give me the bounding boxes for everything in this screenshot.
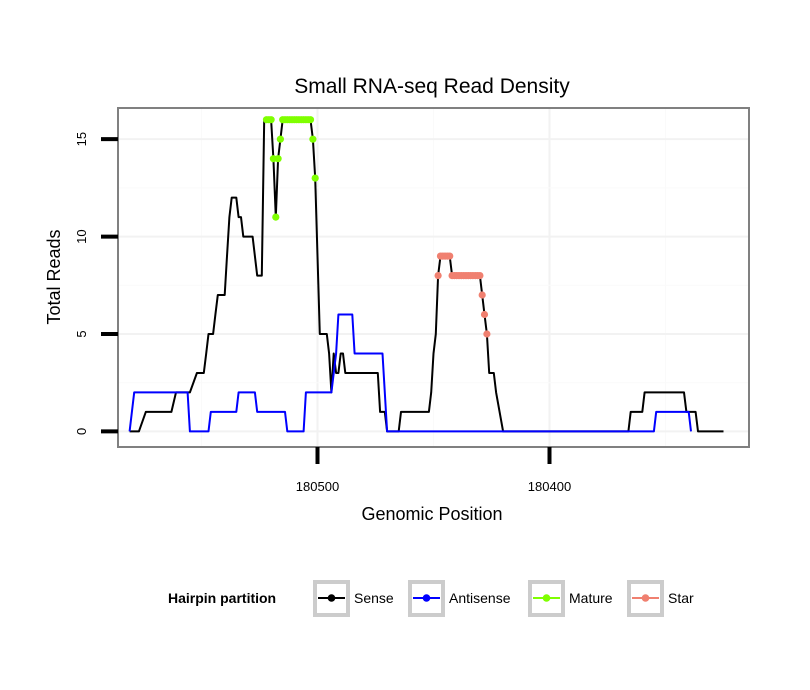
mature-point <box>306 116 315 124</box>
legend-label-star: Star <box>668 590 694 606</box>
x-axis-label: Genomic Position <box>361 504 502 524</box>
legend-entry-antisense: Antisense <box>408 580 511 617</box>
mature-point <box>267 116 275 124</box>
star-point <box>478 291 486 299</box>
x-tick-label: 180500 <box>296 479 339 494</box>
mature-point <box>311 174 319 182</box>
x-tick-label: 180400 <box>528 479 571 494</box>
mature-point <box>274 155 282 163</box>
mature-point <box>309 135 317 143</box>
mature-point <box>272 213 280 221</box>
legend-label-sense: Sense <box>354 590 394 606</box>
panel-border <box>117 107 750 448</box>
legend-entry-sense: Sense <box>313 580 394 617</box>
series-mature-points <box>262 116 319 221</box>
legend-entry-star: Star <box>627 580 694 617</box>
y-tick-label: 0 <box>74 428 89 435</box>
y-tick-label: 10 <box>74 229 89 243</box>
series-sense-line <box>129 118 724 433</box>
legend-entry-mature: Mature <box>528 580 613 617</box>
grid-layer <box>118 108 749 447</box>
star-point <box>446 252 454 260</box>
legend: Hairpin partition Sense Antisense Mature St… <box>168 580 694 617</box>
legend-label-antisense: Antisense <box>449 590 511 606</box>
mature-point <box>276 135 284 143</box>
y-axis-label: Total Reads <box>44 229 64 324</box>
chart-title: Small RNA-seq Read Density <box>294 75 570 98</box>
series-antisense-line <box>128 313 692 433</box>
star-point <box>476 272 484 280</box>
legend-title: Hairpin partition <box>168 590 276 606</box>
legend-key-point-sense <box>327 594 336 602</box>
y-tick-label: 15 <box>74 132 89 146</box>
legend-label-mature: Mature <box>569 590 613 606</box>
star-point <box>483 330 491 338</box>
y-tick-label: 5 <box>74 330 89 337</box>
series-star-points <box>434 252 491 338</box>
axis-layer: 180500 180400 0 5 10 15 <box>74 132 571 494</box>
legend-key-point-antisense <box>422 594 431 602</box>
legend-key-point-star <box>641 594 650 602</box>
star-point <box>480 310 489 319</box>
star-point <box>434 272 442 280</box>
series-layer <box>128 116 724 433</box>
legend-entries: Sense Antisense Mature Star <box>313 580 694 617</box>
legend-key-point-mature <box>542 594 551 602</box>
